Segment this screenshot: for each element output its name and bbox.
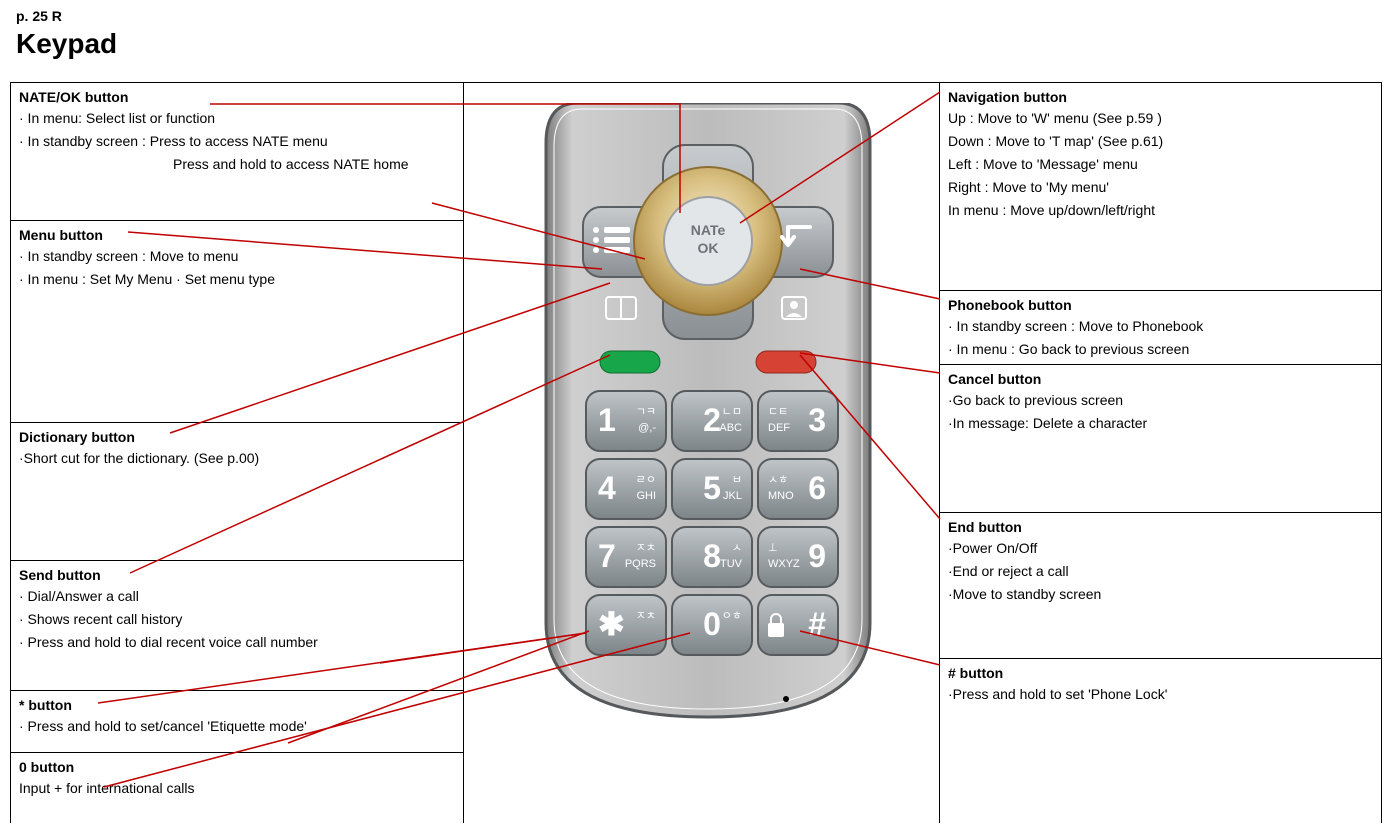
star-line-1: · Press and hold to set/cancel 'Etiquett… xyxy=(19,717,455,736)
send-line-1: · Dial/Answer a call xyxy=(19,587,455,606)
menu-line-2: · In menu : Set My Menu · Set menu type xyxy=(19,270,455,289)
cancel-title: Cancel button xyxy=(948,371,1373,387)
dict-title: Dictionary button xyxy=(19,429,455,445)
end-title: End button xyxy=(948,519,1373,535)
dict-line-1: ·Short cut for the dictionary. (See p.00… xyxy=(19,449,455,468)
svg-text:ㄷㅌ: ㄷㅌ xyxy=(768,406,788,418)
svg-text:WXYZ: WXYZ xyxy=(768,558,800,570)
phone-diagram: NATe OK xyxy=(538,103,878,723)
svg-text:@,-: @,- xyxy=(638,422,656,434)
left-column: NATE/OK button · In menu: Select list or… xyxy=(10,83,464,823)
nav-title: Navigation button xyxy=(948,89,1373,105)
cell-zero: 0 button Input + for international calls xyxy=(11,753,463,823)
nav-line-1: Up : Move to 'W' menu (See p.59 ) xyxy=(948,109,1373,128)
svg-text:6: 6 xyxy=(808,470,826,506)
svg-text:MNO: MNO xyxy=(768,490,794,502)
cell-phonebook: Phonebook button · In standby screen : M… xyxy=(940,291,1381,365)
svg-text:4: 4 xyxy=(598,470,616,506)
cell-nate-ok: NATE/OK button · In menu: Select list or… xyxy=(11,83,463,221)
cell-star: * button · Press and hold to set/cancel … xyxy=(11,691,463,753)
svg-text:ㄹㅇ: ㄹㅇ xyxy=(636,474,656,486)
svg-text:ㅈㅊ: ㅈㅊ xyxy=(636,610,656,622)
cell-end: End button ·Power On/Off ·End or reject … xyxy=(940,513,1381,659)
svg-text:#: # xyxy=(808,606,826,642)
nav-line-5: In menu : Move up/down/left/right xyxy=(948,201,1373,220)
svg-text:ㅈㅊ: ㅈㅊ xyxy=(636,542,656,554)
svg-text:PQRS: PQRS xyxy=(625,558,656,570)
svg-text:5: 5 xyxy=(703,470,721,506)
nate-line-3: Press and hold to access NATE home xyxy=(19,155,455,174)
svg-text:OK: OK xyxy=(698,240,719,256)
star-title: * button xyxy=(19,697,455,713)
page-title: Keypad xyxy=(16,28,1376,60)
svg-text:ㄴㅁ: ㄴㅁ xyxy=(722,406,742,418)
svg-text:0: 0 xyxy=(703,606,721,642)
send-title: Send button xyxy=(19,567,455,583)
svg-text:NATe: NATe xyxy=(691,222,726,238)
svg-text:⊥: ⊥ xyxy=(768,542,778,554)
cell-hash: # button ·Press and hold to set 'Phone L… xyxy=(940,659,1381,823)
svg-text:1: 1 xyxy=(598,402,616,438)
svg-text:GHI: GHI xyxy=(636,490,656,502)
nate-line-2: · In standby screen : Press to access NA… xyxy=(19,132,455,151)
center-column: NATe OK xyxy=(464,83,940,823)
svg-text:9: 9 xyxy=(808,538,826,574)
svg-text:8: 8 xyxy=(703,538,721,574)
nate-line-1: · In menu: Select list or function xyxy=(19,109,455,128)
cancel-line-2: ·In message: Delete a character xyxy=(948,414,1373,433)
send-line-2: · Shows recent call history xyxy=(19,610,455,629)
svg-text:ㅅㅎ: ㅅㅎ xyxy=(768,474,788,486)
nate-title: NATE/OK button xyxy=(19,89,455,105)
phone-line-1: · In standby screen : Move to Phonebook xyxy=(948,317,1373,336)
menu-title: Menu button xyxy=(19,227,455,243)
svg-text:3: 3 xyxy=(808,402,826,438)
svg-text:ㅅ: ㅅ xyxy=(732,542,742,554)
end-line-2: ·End or reject a call xyxy=(948,562,1373,581)
end-line-3: ·Move to standby screen xyxy=(948,585,1373,604)
hash-line-1: ·Press and hold to set 'Phone Lock' xyxy=(948,685,1373,704)
svg-text:TUV: TUV xyxy=(720,558,743,570)
content-grid: NATE/OK button · In menu: Select list or… xyxy=(10,82,1382,823)
zero-title: 0 button xyxy=(19,759,455,775)
cell-send: Send button · Dial/Answer a call · Shows… xyxy=(11,561,463,691)
nav-line-2: Down : Move to 'T map' (See p.61) xyxy=(948,132,1373,151)
send-line-3: · Press and hold to dial recent voice ca… xyxy=(19,633,455,652)
page-number: p. 25 R xyxy=(16,8,1376,24)
svg-text:ㅇㅎ: ㅇㅎ xyxy=(722,610,742,622)
cell-dictionary: Dictionary button ·Short cut for the dic… xyxy=(11,423,463,561)
hash-title: # button xyxy=(948,665,1373,681)
svg-text:JKL: JKL xyxy=(723,490,742,502)
svg-text:ABC: ABC xyxy=(719,422,742,434)
phone-line-2: · In menu : Go back to previous screen xyxy=(948,340,1373,359)
right-column: Navigation button Up : Move to 'W' menu … xyxy=(940,83,1382,823)
svg-text:✱: ✱ xyxy=(598,606,625,642)
nav-line-4: Right : Move to 'My menu' xyxy=(948,178,1373,197)
svg-text:DEF: DEF xyxy=(768,422,790,434)
svg-text:ㄱㅋ: ㄱㅋ xyxy=(636,406,656,418)
nav-line-3: Left : Move to 'Message' menu xyxy=(948,155,1373,174)
svg-text:7: 7 xyxy=(598,538,616,574)
menu-line-1: · In standby screen : Move to menu xyxy=(19,247,455,266)
end-line-1: ·Power On/Off xyxy=(948,539,1373,558)
zero-line-1: Input + for international calls xyxy=(19,779,455,798)
cell-menu: Menu button · In standby screen : Move t… xyxy=(11,221,463,423)
cell-navigation: Navigation button Up : Move to 'W' menu … xyxy=(940,83,1381,291)
svg-text:ㅂ: ㅂ xyxy=(732,474,742,486)
cell-cancel: Cancel button ·Go back to previous scree… xyxy=(940,365,1381,513)
phone-title: Phonebook button xyxy=(948,297,1373,313)
svg-text:2: 2 xyxy=(703,402,721,438)
cancel-line-1: ·Go back to previous screen xyxy=(948,391,1373,410)
